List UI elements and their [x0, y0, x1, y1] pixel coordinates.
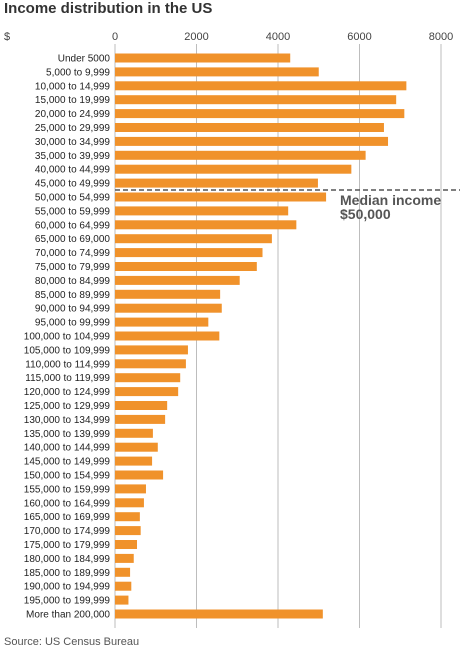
bar — [115, 331, 220, 341]
bar — [115, 526, 141, 536]
category-label: 20,000 to 24,999 — [35, 109, 111, 120]
category-label: 150,000 to 154,999 — [24, 471, 111, 482]
category-label: 125,000 to 129,999 — [24, 401, 111, 412]
category-label: 130,000 to 134,999 — [24, 415, 111, 426]
category-label: 30,000 to 34,999 — [35, 137, 111, 148]
bar — [115, 289, 221, 299]
category-label: 165,000 to 169,999 — [24, 512, 111, 523]
category-label: 90,000 to 94,999 — [35, 304, 111, 315]
bar — [115, 53, 291, 63]
bar — [115, 109, 405, 119]
category-label: 75,000 to 79,999 — [35, 262, 111, 273]
category-label: 25,000 to 29,999 — [35, 123, 111, 134]
bar — [115, 484, 146, 494]
bar — [115, 178, 318, 188]
category-label: 115,000 to 119,999 — [25, 373, 110, 384]
bar — [115, 67, 319, 77]
bar — [115, 498, 144, 508]
bar — [115, 581, 132, 591]
bar — [115, 150, 366, 160]
bar — [115, 595, 129, 605]
category-label: 60,000 to 64,999 — [35, 220, 111, 231]
x-tick-label: 6000 — [347, 31, 371, 43]
bar — [115, 345, 188, 355]
bar — [115, 373, 181, 383]
category-label: 10,000 to 14,999 — [35, 81, 111, 92]
category-label: 5,000 to 9,999 — [46, 67, 110, 78]
bar — [115, 442, 158, 452]
x-tick-label: 0 — [112, 31, 118, 43]
category-label: 185,000 to 189,999 — [24, 568, 111, 579]
category-label: 55,000 to 59,999 — [35, 206, 111, 217]
bar — [115, 206, 289, 216]
category-label: 190,000 to 194,999 — [24, 582, 111, 593]
category-label: 70,000 to 74,999 — [35, 248, 111, 259]
category-label: 135,000 to 139,999 — [24, 429, 111, 440]
category-label: 40,000 to 44,999 — [35, 165, 111, 176]
source-note: Source: US Census Bureau — [4, 636, 140, 648]
bar — [115, 387, 179, 397]
bar — [115, 553, 134, 563]
bar — [115, 275, 240, 285]
bar — [115, 456, 153, 466]
bar — [115, 359, 186, 369]
median-label: Median income — [340, 192, 441, 208]
bar — [115, 414, 166, 424]
category-label: 50,000 to 54,999 — [35, 193, 111, 204]
bar — [115, 540, 138, 549]
bars — [115, 53, 407, 619]
x-tick-label: 2000 — [184, 31, 208, 43]
category-label: More than 200,000 — [26, 610, 110, 621]
category-label: 15,000 to 19,999 — [35, 95, 111, 106]
category-label: 100,000 to 104,999 — [24, 332, 111, 343]
category-label: 45,000 to 49,999 — [35, 179, 111, 190]
bar — [115, 262, 257, 271]
bar — [115, 317, 209, 327]
category-label: 180,000 to 184,999 — [24, 554, 111, 565]
bar — [115, 303, 222, 313]
category-label: 105,000 to 109,999 — [24, 345, 111, 356]
bar — [115, 95, 397, 105]
bar — [115, 470, 164, 480]
bar — [115, 428, 153, 438]
category-label: 95,000 to 99,999 — [35, 318, 111, 329]
bar — [115, 123, 384, 132]
bar — [115, 192, 327, 202]
category-label: 120,000 to 124,999 — [24, 387, 111, 398]
category-label: 80,000 to 84,999 — [35, 276, 111, 287]
bar — [115, 220, 297, 230]
bar — [115, 248, 263, 258]
category-label: 170,000 to 174,999 — [24, 526, 111, 537]
category-label: 145,000 to 149,999 — [24, 457, 111, 468]
median-marker: Median income $50,000 — [115, 189, 460, 222]
category-label: 65,000 to 69,000 — [35, 234, 111, 245]
category-label: 160,000 to 164,999 — [24, 498, 111, 509]
bar — [115, 136, 389, 146]
bar — [115, 401, 168, 410]
x-tick-label: 8000 — [429, 31, 453, 43]
category-label: 140,000 to 144,999 — [24, 443, 111, 454]
category-label: 35,000 to 39,999 — [35, 151, 111, 162]
bar — [115, 512, 140, 522]
chart-title: Income distribution in the US — [4, 0, 213, 17]
bar — [115, 609, 323, 619]
category-labels: Under 5000 5,000 to 9,999 10,000 to 14,999… — [24, 54, 111, 621]
category-label: 155,000 to 159,999 — [24, 484, 111, 495]
bar — [115, 81, 407, 91]
bar — [115, 567, 131, 577]
category-label: 195,000 to 199,999 — [24, 596, 111, 607]
bar — [115, 164, 352, 174]
x-tick-label: 4000 — [266, 31, 290, 43]
category-label: 110,000 to 114,999 — [25, 359, 110, 370]
bar — [115, 234, 272, 244]
category-label: 175,000 to 179,999 — [24, 540, 111, 551]
category-label: Under 5000 — [58, 54, 111, 65]
median-value: $50,000 — [340, 206, 391, 222]
category-label: 85,000 to 89,999 — [35, 290, 111, 301]
axis-unit-label: $ — [4, 31, 10, 43]
x-tick-labels: 0 2000 4000 6000 8000 — [112, 31, 453, 43]
